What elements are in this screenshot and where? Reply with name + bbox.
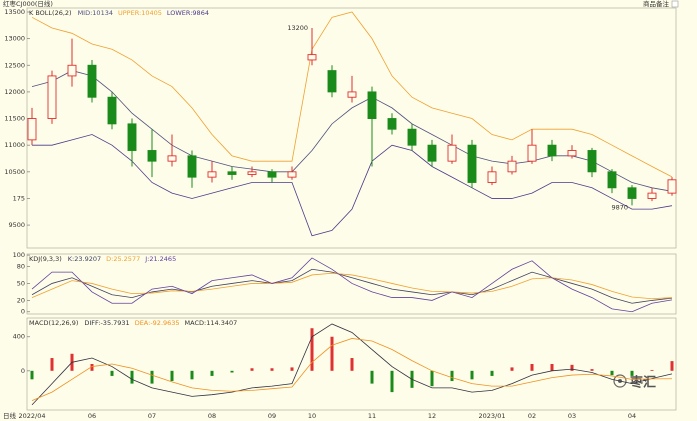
y-tick-label: 0 — [21, 367, 25, 375]
legend-title: MACD(12,26,9) — [29, 319, 78, 327]
candle-body — [87, 64, 97, 98]
watermark-text: 枣汇 — [629, 375, 656, 391]
y-tick-label: 0 — [21, 308, 25, 316]
y-tick-label: 20 — [17, 296, 25, 304]
legend-entry: MACD:114.3407 — [185, 319, 238, 327]
indicator-line — [31, 268, 673, 304]
candle-body — [467, 144, 477, 183]
candle-body — [67, 64, 77, 77]
candle-body — [327, 70, 337, 93]
panel-frame — [26, 253, 677, 315]
x-tick-label: 06 — [88, 412, 96, 420]
candle-body — [167, 155, 177, 162]
y-tick-label: 12500 — [4, 61, 25, 69]
candle-body — [27, 118, 37, 141]
candle-body — [667, 179, 677, 194]
candle-body — [507, 160, 517, 173]
candle-body — [247, 171, 257, 175]
y-tick-label: 175 — [13, 194, 25, 202]
legend-entry: UPPER:10405 — [118, 9, 162, 17]
y-tick-label: 12000 — [4, 88, 25, 96]
legend-entry: DEA:-92.9635 — [135, 319, 180, 327]
y-tick-label: 13500 — [4, 8, 25, 16]
candle-body — [607, 171, 617, 189]
candle-body — [547, 144, 557, 157]
x-tick-label: 11 — [368, 412, 376, 420]
candle-body — [207, 171, 217, 178]
candle-body — [567, 150, 577, 157]
x-tick-label: 07 — [148, 412, 156, 420]
x-tick-label: 12 — [428, 412, 436, 420]
candle-body — [627, 187, 637, 199]
candle-body — [127, 123, 137, 151]
y-tick-label: 10500 — [4, 168, 25, 176]
candle-body — [527, 144, 537, 162]
indicator-line — [31, 257, 673, 313]
legend-title: K BOLL(26,2) — [29, 9, 72, 17]
x-tick-label: 03 — [568, 412, 576, 420]
x-tick-label: 2022/04 — [18, 412, 45, 420]
candle-body — [647, 192, 657, 199]
legend-entry: D:25.2577 — [106, 255, 140, 263]
candle-body — [427, 144, 437, 162]
panel-frame — [26, 317, 677, 411]
candle-body — [387, 118, 397, 130]
high-annotation: 13200 — [287, 24, 308, 32]
x-tick-label: 04 — [628, 412, 636, 420]
legend-entry: K:23.9207 — [68, 255, 101, 263]
y-tick-label: 100 — [13, 251, 25, 259]
y-tick-label: 11000 — [4, 141, 25, 149]
legend-title: KDJ(9,3,3) — [29, 255, 62, 263]
candle-body — [287, 171, 297, 178]
y-tick-label: 9500 — [8, 221, 25, 229]
legend-entry: LOWER:9864 — [167, 9, 209, 17]
candle-body — [487, 171, 497, 183]
x-tick-label: 2023/01 — [478, 412, 505, 420]
candle-body — [227, 171, 237, 175]
candle-body — [47, 75, 57, 119]
low-annotation: 9870 — [611, 203, 628, 211]
watermark: 枣汇 — [613, 374, 656, 391]
panel-frame — [26, 7, 677, 249]
candle-body — [307, 54, 317, 61]
indicator-line — [31, 70, 673, 192]
candle-body — [347, 91, 357, 98]
candle-body — [147, 150, 157, 162]
x-tick-label: 02 — [528, 412, 536, 420]
legend-entry: DIFF:-35.7931 — [84, 319, 129, 327]
page-title: 红枣CJ000(日线) — [3, 0, 53, 8]
note-button[interactable]: 商品备注 — [643, 0, 670, 8]
candle-body — [187, 155, 197, 178]
y-tick-label: 400 — [13, 333, 25, 341]
y-tick-label: 13000 — [4, 35, 25, 43]
indicator-line — [31, 323, 673, 406]
legend-entry: MID:10134 — [78, 9, 113, 17]
candle-body — [107, 96, 117, 125]
candle-body — [407, 128, 417, 146]
x-tick-label: 10 — [308, 412, 316, 420]
indicator-line — [31, 272, 673, 300]
y-tick-label: 50 — [17, 279, 25, 287]
period-label: 日线 — [3, 411, 17, 420]
candle-body — [447, 144, 457, 162]
y-tick-label: 11500 — [4, 115, 25, 123]
candle-body — [267, 171, 277, 178]
candle-body — [367, 91, 377, 119]
button-icon[interactable] — [671, 0, 679, 8]
candle-body — [587, 150, 597, 173]
indicator-line — [32, 134, 673, 237]
x-tick-label: 09 — [268, 412, 276, 420]
indicator-line — [31, 338, 673, 401]
x-tick-label: 08 — [208, 412, 216, 420]
legend-entry: J:21.2465 — [144, 255, 176, 263]
indicator-line — [31, 11, 673, 178]
y-tick-label: 80 — [17, 262, 25, 270]
